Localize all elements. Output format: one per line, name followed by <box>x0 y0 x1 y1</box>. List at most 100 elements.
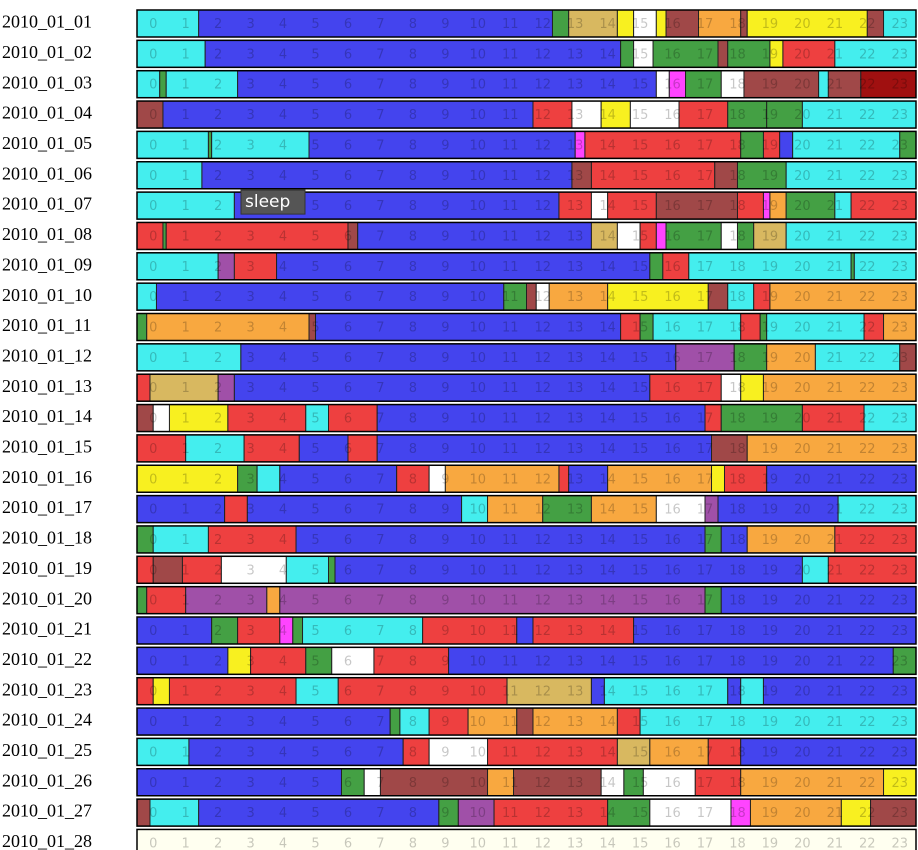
hour-label: 5 <box>311 624 319 639</box>
hour-label: 8 <box>409 381 417 396</box>
hour-label: 8 <box>409 442 417 457</box>
row-border <box>136 768 917 797</box>
hour-label: 7 <box>376 17 384 32</box>
hour-label: 10 <box>470 745 487 760</box>
hour-label: 1 <box>182 806 190 821</box>
hour-label: 2 <box>214 624 222 639</box>
hour-label: 1 <box>182 321 190 336</box>
day-label: 2010_01_15 <box>2 437 92 457</box>
hour-label: 4 <box>279 654 287 669</box>
hour-label: 10 <box>470 290 487 305</box>
day-row: 2010_01_20 0 1 2 3 4 5 6 7 8 9 10 11 12 13 14 15 16 17 18 19… <box>2 585 917 615</box>
hour-label: 12 <box>534 715 551 730</box>
hour-label: 22 <box>859 17 876 32</box>
day-row: 2010_01_10 0 1 2 3 4 5 6 7 8 9 10 11 12 13 14 15 16 17 18 19… <box>2 282 917 311</box>
hour-label: 19 <box>762 169 779 184</box>
hour-label: 11 <box>502 169 519 184</box>
day-label: 2010_01_03 <box>2 72 92 92</box>
tooltip-box <box>240 189 306 215</box>
row-border <box>136 100 917 129</box>
hour-label: 3 <box>246 321 254 336</box>
hour-label: 14 <box>599 199 616 214</box>
hour-label: 14 <box>599 685 616 700</box>
hour-label: 6 <box>344 199 352 214</box>
hour-label: 5 <box>311 685 319 700</box>
hour-label: 5 <box>311 412 319 427</box>
day-row: 2010_01_24 0 1 2 3 4 5 6 7 8 9 10 11 12 13 14 15 16 17 18 19… <box>2 707 917 736</box>
hour-label: 0 <box>149 290 157 305</box>
hour-label: 6 <box>344 715 352 730</box>
hour-label: 13 <box>567 594 584 609</box>
row-border <box>136 191 917 220</box>
row-border <box>136 555 917 585</box>
hour-label: 7 <box>376 47 384 62</box>
hour-label: 8 <box>409 199 417 214</box>
hour-label: 20 <box>794 442 811 457</box>
day-row: 2010_01_11 0 1 2 3 4 5 6 7 8 9 10 11 12 13 14 15 16 17 18 19… <box>2 312 917 342</box>
hour-label: 9 <box>441 290 449 305</box>
hour-label: 15 <box>632 381 649 396</box>
activity-segment <box>633 616 917 645</box>
hour-label: 22 <box>859 78 876 93</box>
hour-label: 3 <box>246 412 254 427</box>
hour-label: 5 <box>311 17 319 32</box>
hour-label: 7 <box>376 715 384 730</box>
hour-label: 17 <box>697 290 714 305</box>
row-border <box>136 9 917 38</box>
hour-label: 12 <box>534 776 551 791</box>
activity-segment <box>227 404 307 433</box>
activity-segment <box>136 464 239 493</box>
hour-label: 18 <box>729 745 746 760</box>
hour-label: 5 <box>311 563 319 578</box>
hour-label: 18 <box>729 503 746 518</box>
hour-label: 17 <box>697 260 714 275</box>
hour-label: 10 <box>470 533 487 548</box>
hour-label: 5 <box>311 442 319 457</box>
hour-label: 14 <box>599 745 616 760</box>
activity-segment <box>302 616 424 645</box>
hour-label: 15 <box>632 685 649 700</box>
hour-label: 19 <box>762 685 779 700</box>
hour-label: 6 <box>344 78 352 93</box>
hour-label: 13 <box>567 17 584 32</box>
activity-segment <box>211 616 239 645</box>
activity-segment <box>457 798 495 827</box>
hour-label: 16 <box>664 745 681 760</box>
row-border <box>136 737 917 767</box>
activity-segment <box>136 161 203 190</box>
hour-label: 11 <box>502 199 519 214</box>
hour-label: 22 <box>859 806 876 821</box>
hour-label: 1 <box>182 381 190 396</box>
activity-segment <box>720 586 917 615</box>
hour-label: 3 <box>246 17 254 32</box>
activity-segment <box>136 130 209 159</box>
day-row: 2010_01_14 0 1 2 3 4 5 6 7 8 9 10 11 12 13 14 15 16 17 18 19… <box>2 403 917 433</box>
hour-label: 4 <box>279 169 287 184</box>
activity-segment <box>590 495 657 524</box>
activity-segment <box>740 737 917 766</box>
hour-label: 21 <box>827 563 844 578</box>
hour-label: 23 <box>891 108 908 123</box>
hour-label: 13 <box>567 78 584 93</box>
hour-label: 6 <box>344 563 352 578</box>
hour-label: 1 <box>182 47 190 62</box>
hour-label: 16 <box>664 169 681 184</box>
hour-label: 8 <box>409 260 417 275</box>
hour-label: 4 <box>279 412 287 427</box>
hour-label: 17 <box>697 654 714 669</box>
hour-label: 7 <box>376 321 384 336</box>
hour-label: 6 <box>344 138 352 153</box>
hour-label: 6 <box>344 533 352 548</box>
hour-label: 4 <box>279 108 287 123</box>
hour-label: 13 <box>567 290 584 305</box>
hour-label: 19 <box>762 412 779 427</box>
hour-label: 2 <box>214 321 222 336</box>
hour-label: 22 <box>859 351 876 366</box>
hour-label: 6 <box>344 381 352 396</box>
hour-label: 18 <box>729 138 746 153</box>
hour-label: 9 <box>441 685 449 700</box>
hour-label: 16 <box>664 290 681 305</box>
hour-label: 17 <box>697 503 714 518</box>
hour-label: 11 <box>502 138 519 153</box>
hour-label: 3 <box>246 351 254 366</box>
